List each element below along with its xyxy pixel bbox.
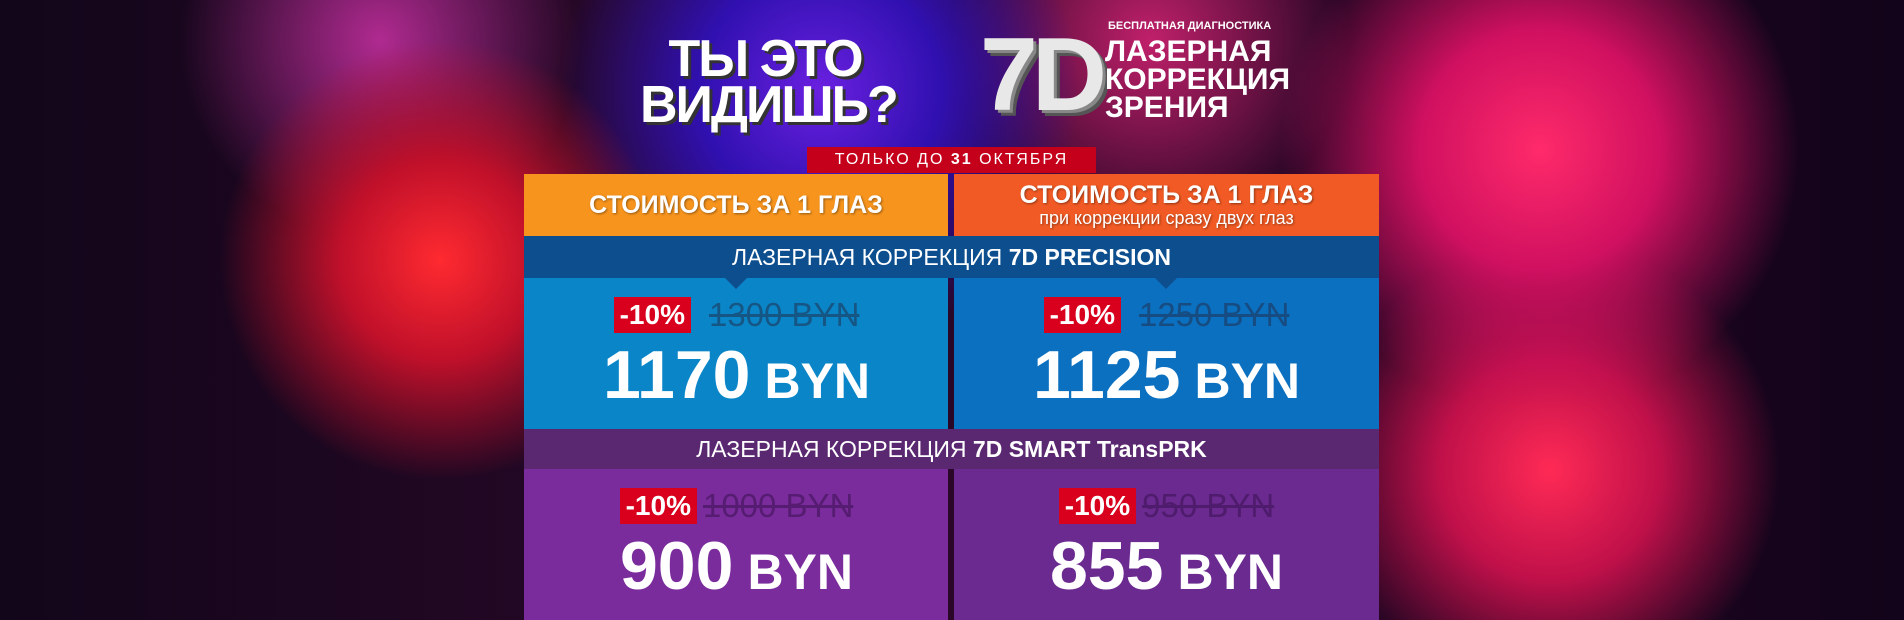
price-row: -10% 950 BYN xyxy=(954,487,1379,527)
old-price: 1300 BYN xyxy=(708,296,860,333)
new-price: 1170 BYN xyxy=(524,336,949,414)
price-cell-bg xyxy=(524,469,948,620)
arrow xyxy=(725,278,747,289)
column-header: СТОИМОСТЬ ЗА 1 ГЛАЗ xyxy=(524,174,948,236)
column-title: СТОИМОСТЬ ЗА 1 ГЛАЗ xyxy=(1019,181,1314,209)
badge-text: ОКТЯБРЯ xyxy=(972,151,1069,168)
column-header: СТОИМОСТЬ ЗА 1 ГЛАЗ при коррекции сразу … xyxy=(954,174,1379,236)
price-currency: BYN xyxy=(764,353,871,409)
slogan-line: ТЫ ЭТО xyxy=(668,30,863,88)
price-currency: BYN xyxy=(1177,544,1284,600)
title-line: КОРРЕКЦИЯ xyxy=(1105,63,1291,96)
arrow xyxy=(1155,278,1177,289)
discount: -10% xyxy=(613,297,691,333)
badge-date: 31 xyxy=(950,151,973,168)
price-cell-bg xyxy=(524,278,948,429)
slogan: ТЫ ЭТО ВИДИШЬ? xyxy=(640,30,899,134)
column-note: при коррекции сразу двух глаз xyxy=(1039,208,1294,228)
price-currency: BYN xyxy=(747,544,854,600)
section-prefix: ЛАЗЕРНАЯ КОРРЕКЦИЯ xyxy=(731,243,1009,270)
deadline-badge: ТОЛЬКО ДО 31 ОКТЯБРЯ xyxy=(807,147,1096,173)
price-amount: 900 xyxy=(619,528,734,604)
section-name: 7D SMART TransPRK xyxy=(972,435,1207,462)
title-line: ЗРЕНИЯ xyxy=(1105,91,1229,124)
new-price: 1125 BYN xyxy=(954,336,1379,414)
price-amount: 1125 xyxy=(1032,337,1181,413)
old-price: 950 BYN xyxy=(1142,487,1275,524)
discount: -10% xyxy=(1058,488,1137,524)
price-cell-bg xyxy=(954,469,1379,620)
price-amount: 855 xyxy=(1049,528,1164,604)
price-currency: BYN xyxy=(1194,353,1301,409)
old-price: 1250 BYN xyxy=(1138,296,1290,333)
new-price: 855 BYN xyxy=(954,527,1379,605)
column-title: СТОИМОСТЬ ЗА 1 ГЛАЗ xyxy=(589,190,883,219)
logo: 7D xyxy=(980,17,1107,133)
logo-title: ЛАЗЕРНАЯ КОРРЕКЦИЯ ЗРЕНИЯ xyxy=(1105,35,1291,124)
title-line: ЛАЗЕРНАЯ xyxy=(1105,35,1272,68)
discount: -10% xyxy=(1043,297,1121,333)
price-cell: -10% 1300 BYN 1170 BYN xyxy=(524,296,949,414)
section-name: 7D PRECISION xyxy=(1008,243,1172,270)
section-band: ЛАЗЕРНАЯ КОРРЕКЦИЯ 7D SMART TransPRK xyxy=(524,429,1379,469)
badge-text: ТОЛЬКО ДО xyxy=(834,151,951,168)
price-cell: -10% 950 BYN 855 BYN xyxy=(954,487,1379,605)
price-cell-bg xyxy=(954,278,1379,429)
price-row: -10% 1250 BYN xyxy=(954,296,1379,336)
price-amount: 1170 xyxy=(602,337,751,413)
price-cell: -10% 1000 BYN 900 BYN xyxy=(524,487,949,605)
subtitle: БЕСПЛАТНАЯ ДИАГНОСТИКА xyxy=(1108,20,1272,32)
section-prefix: ЛАЗЕРНАЯ КОРРЕКЦИЯ xyxy=(696,435,973,462)
price-cell: -10% 1250 BYN 1125 BYN xyxy=(954,296,1379,414)
price-row: -10% 1300 BYN xyxy=(524,296,949,336)
old-price: 1000 BYN xyxy=(702,487,854,524)
section-band: ЛАЗЕРНАЯ КОРРЕКЦИЯ 7D PRECISION xyxy=(524,236,1379,278)
price-row: -10% 1000 BYN xyxy=(524,487,949,527)
discount: -10% xyxy=(619,488,697,524)
new-price: 900 BYN xyxy=(524,527,949,605)
slogan-line: ВИДИШЬ? xyxy=(640,76,899,134)
